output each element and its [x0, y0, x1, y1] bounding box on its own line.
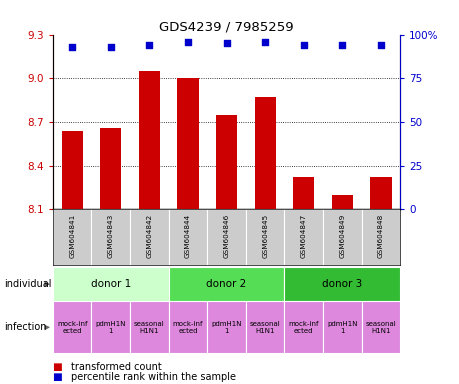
- Bar: [284, 209, 322, 265]
- Text: infection: infection: [5, 322, 47, 333]
- Bar: [245, 301, 284, 353]
- Bar: [130, 301, 168, 353]
- Text: transformed count: transformed count: [71, 362, 162, 372]
- Point: [299, 42, 307, 48]
- Bar: [322, 301, 361, 353]
- Title: GDS4239 / 7985259: GDS4239 / 7985259: [159, 20, 293, 33]
- Bar: [168, 301, 207, 353]
- Bar: [254, 97, 275, 209]
- Bar: [284, 301, 322, 353]
- Point: [146, 42, 153, 48]
- Bar: [245, 209, 284, 265]
- Text: ■: ■: [53, 362, 66, 372]
- Text: pdmH1N
1: pdmH1N 1: [326, 321, 357, 334]
- Point: [68, 44, 76, 50]
- Bar: [215, 115, 237, 209]
- Text: GSM604844: GSM604844: [185, 214, 190, 258]
- Text: percentile rank within the sample: percentile rank within the sample: [71, 372, 236, 382]
- Text: donor 1: donor 1: [90, 279, 131, 289]
- Text: GSM604845: GSM604845: [262, 214, 268, 258]
- Text: seasonal
H1N1: seasonal H1N1: [134, 321, 164, 334]
- Bar: [53, 267, 168, 301]
- Text: GSM604843: GSM604843: [107, 214, 113, 258]
- Text: seasonal
H1N1: seasonal H1N1: [249, 321, 280, 334]
- Bar: [130, 209, 168, 265]
- Text: GSM604846: GSM604846: [223, 214, 229, 258]
- Point: [261, 38, 268, 45]
- Text: GSM604841: GSM604841: [69, 214, 75, 258]
- Bar: [207, 301, 245, 353]
- Bar: [331, 195, 352, 209]
- Bar: [100, 128, 121, 209]
- Point: [107, 44, 114, 50]
- Bar: [62, 131, 83, 209]
- Text: pdmH1N
1: pdmH1N 1: [95, 321, 126, 334]
- Text: GSM604849: GSM604849: [339, 214, 345, 258]
- Bar: [168, 209, 207, 265]
- Text: individual: individual: [5, 279, 52, 289]
- Bar: [361, 209, 399, 265]
- Text: donor 3: donor 3: [321, 279, 362, 289]
- Bar: [292, 177, 313, 209]
- Text: mock-inf
ected: mock-inf ected: [172, 321, 203, 334]
- Text: mock-inf
ected: mock-inf ected: [288, 321, 318, 334]
- Point: [376, 42, 384, 48]
- Bar: [139, 71, 160, 209]
- Text: GSM604848: GSM604848: [377, 214, 383, 258]
- Text: GSM604842: GSM604842: [146, 214, 152, 258]
- Text: ■: ■: [53, 372, 66, 382]
- Bar: [177, 78, 198, 209]
- Text: GSM604847: GSM604847: [300, 214, 306, 258]
- Text: seasonal
H1N1: seasonal H1N1: [365, 321, 395, 334]
- Bar: [369, 177, 391, 209]
- Bar: [284, 267, 399, 301]
- Bar: [53, 209, 91, 265]
- Point: [222, 40, 230, 46]
- Point: [184, 38, 191, 45]
- Bar: [207, 209, 245, 265]
- Text: mock-inf
ected: mock-inf ected: [57, 321, 87, 334]
- Point: [338, 42, 345, 48]
- Bar: [322, 209, 361, 265]
- Text: donor 2: donor 2: [206, 279, 246, 289]
- Bar: [91, 209, 130, 265]
- Bar: [361, 301, 399, 353]
- Text: pdmH1N
1: pdmH1N 1: [211, 321, 241, 334]
- Bar: [91, 301, 130, 353]
- Bar: [53, 301, 91, 353]
- Bar: [168, 267, 284, 301]
